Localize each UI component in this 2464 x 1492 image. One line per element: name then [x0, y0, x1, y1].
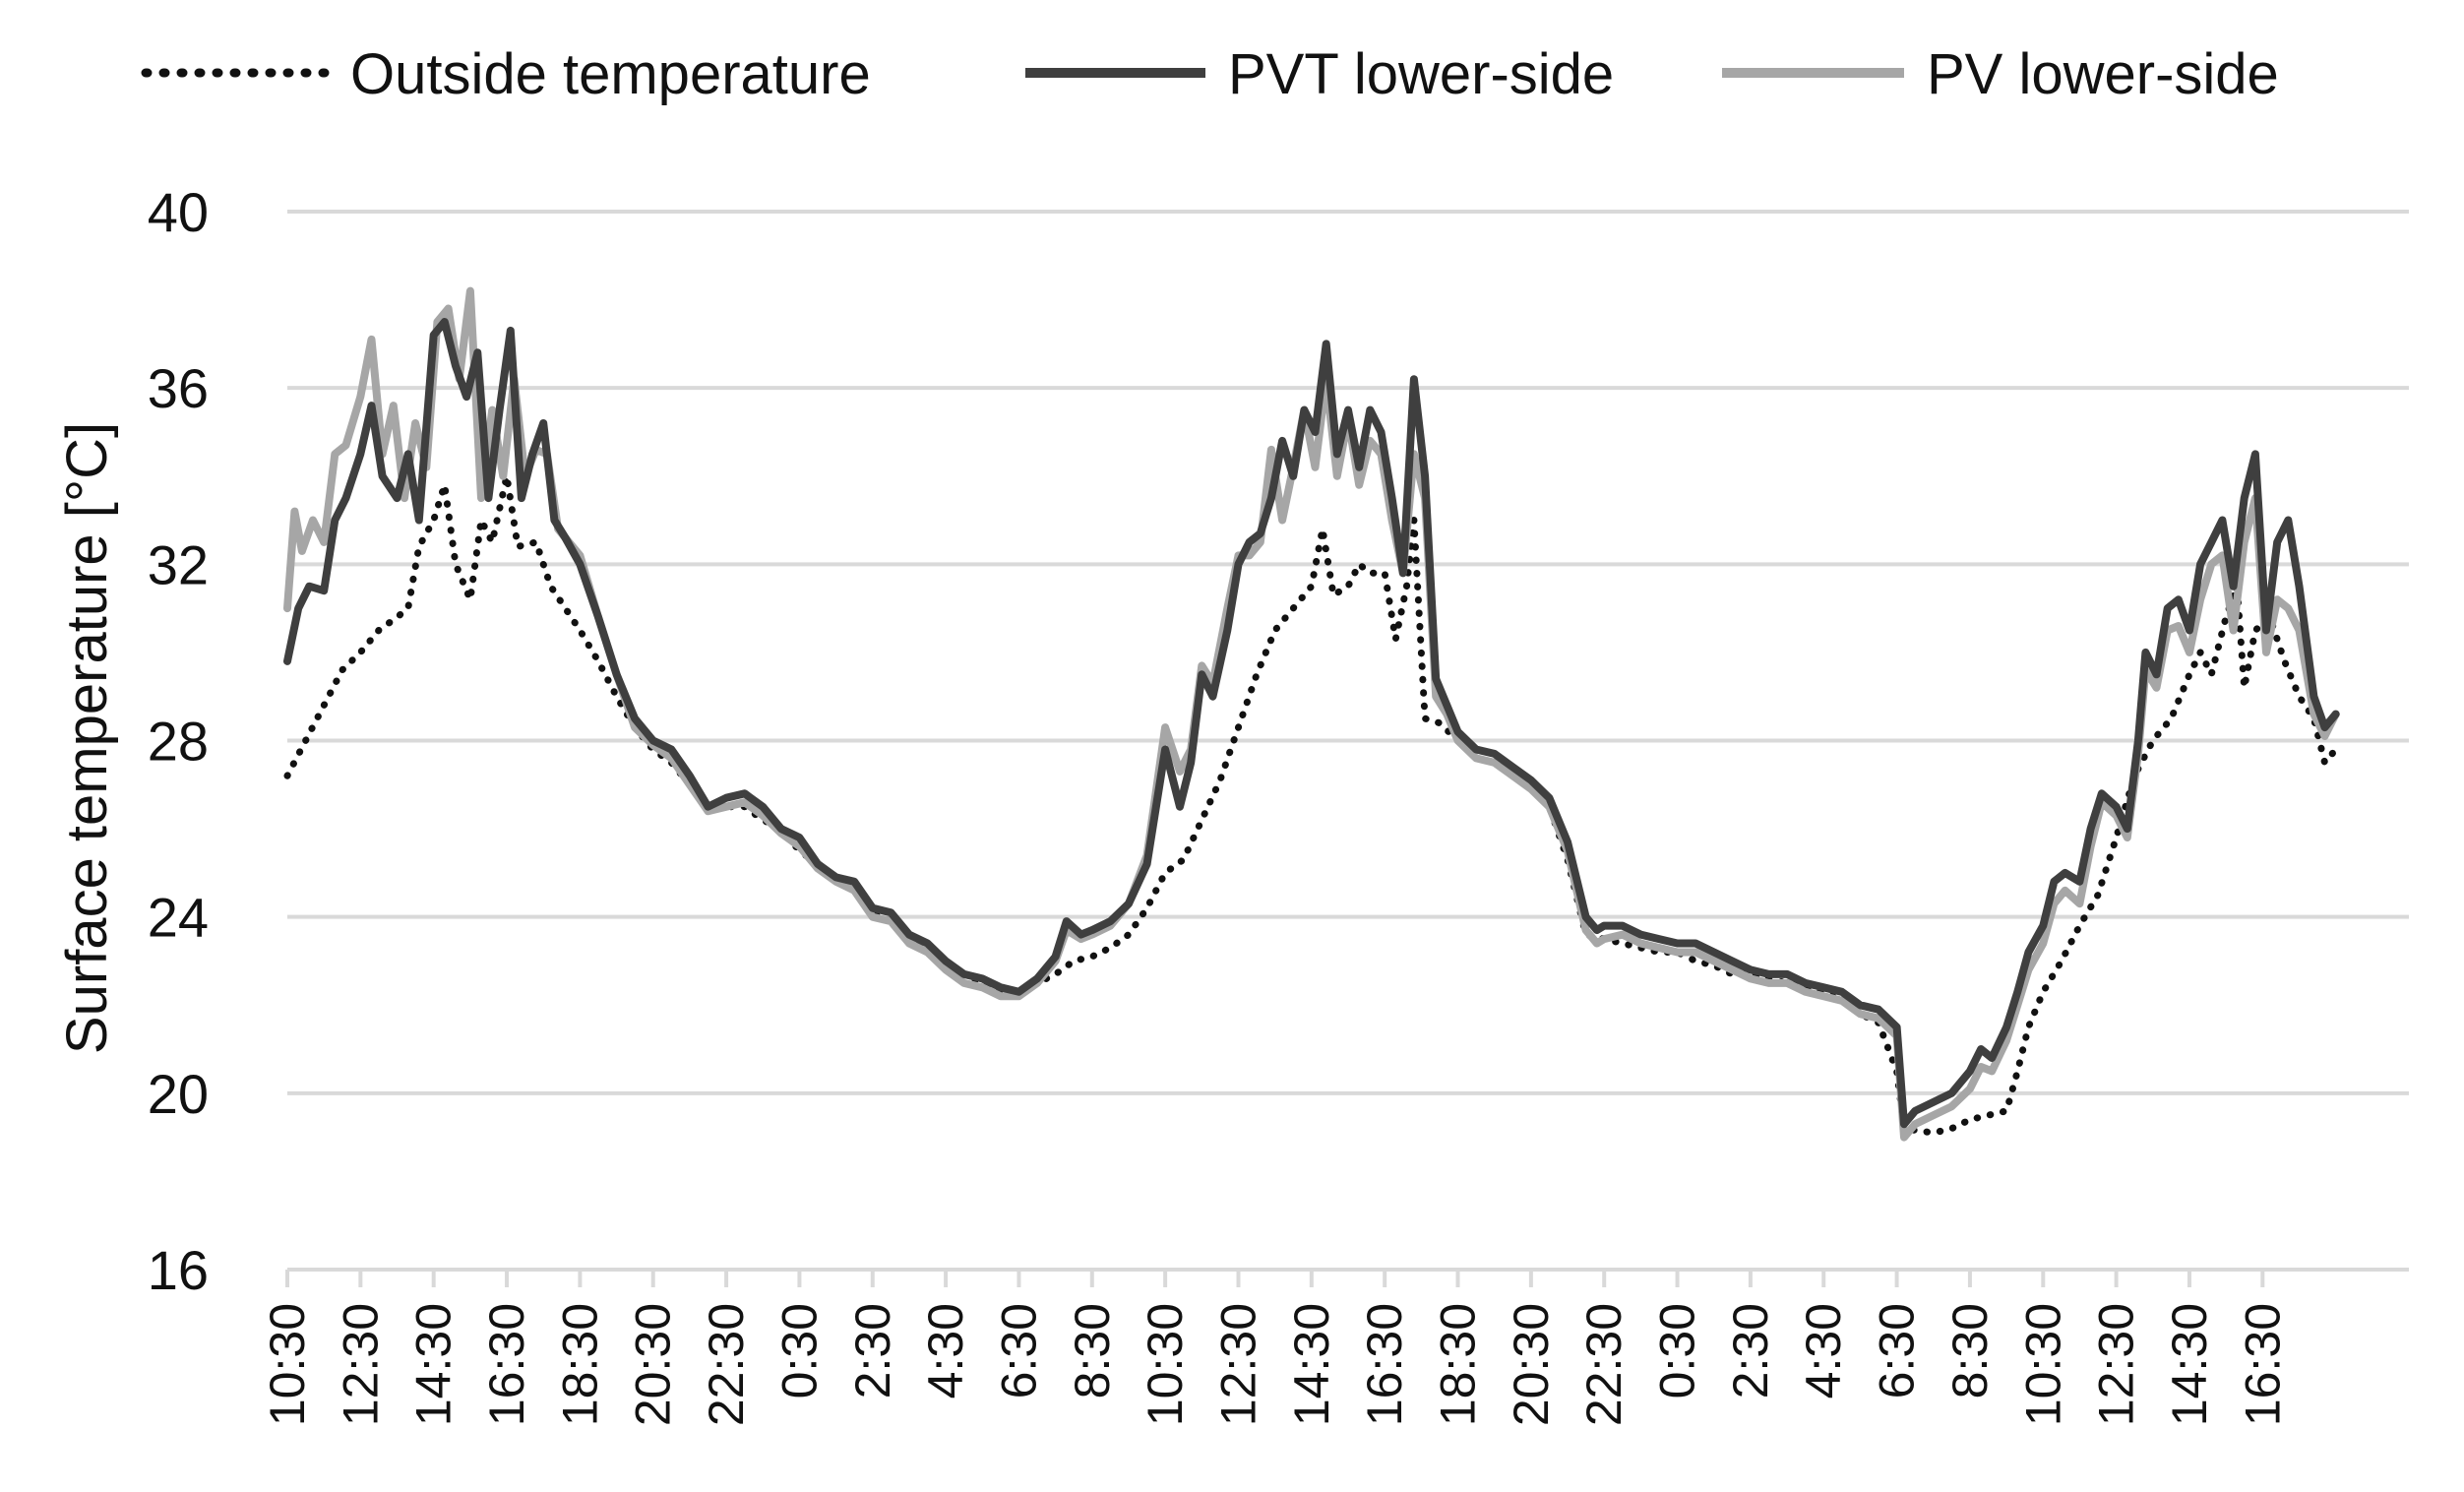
- x-tick-label: 14:30: [2162, 1303, 2217, 1426]
- x-tick-label: 22:30: [1576, 1303, 1632, 1426]
- x-tick-label: 14:30: [406, 1303, 462, 1426]
- x-tick-label: 18:30: [552, 1303, 607, 1426]
- y-axis-ticks: 16 20 24 28 32 36 40: [148, 181, 209, 1301]
- legend-label-pvt-lower-side: PVT lower-side: [1228, 42, 1614, 106]
- y-tick-label: 36: [148, 357, 209, 419]
- x-tick-label: 10:30: [1138, 1303, 1193, 1426]
- x-tick-label: 22:30: [699, 1303, 754, 1426]
- x-tick-label: 20:30: [1504, 1303, 1559, 1426]
- x-tick-label: 14:30: [1284, 1303, 1339, 1426]
- series-group: [283, 286, 2340, 1142]
- x-tick-label: 0:30: [1650, 1303, 1705, 1399]
- x-tick-label: 8:30: [1065, 1303, 1120, 1399]
- x-tick-label: 2:30: [1723, 1303, 1778, 1399]
- legend-label-pv-lower-side: PV lower-side: [1927, 42, 2279, 106]
- x-tick-label: 12:30: [333, 1303, 388, 1426]
- gridlines: [287, 210, 2409, 1095]
- x-tick-label: 2:30: [845, 1303, 900, 1399]
- x-tick-label: 10:30: [260, 1303, 315, 1426]
- y-tick-label: 16: [148, 1239, 209, 1301]
- x-tick-label: 20:30: [626, 1303, 681, 1426]
- x-tick-label: 4:30: [1796, 1303, 1851, 1399]
- x-tick-label: 16:30: [479, 1303, 534, 1426]
- legend: Outside temperature PVT lower-side PV lo…: [141, 42, 2279, 106]
- x-tick-label: 4:30: [918, 1303, 973, 1399]
- x-axis-ticks: 10:30 12:30 14:30 16:30 18:30 20:30 22:30 0:30 2…: [260, 1270, 2290, 1426]
- y-tick-label: 32: [148, 533, 209, 595]
- x-tick-label: 6:30: [991, 1303, 1046, 1399]
- x-tick-label: 0:30: [771, 1303, 827, 1399]
- x-tick-label: 16:30: [2235, 1303, 2290, 1426]
- y-tick-label: 20: [148, 1063, 209, 1125]
- x-tick-label: 10:30: [2015, 1303, 2070, 1426]
- x-tick-label: 12:30: [1210, 1303, 1265, 1426]
- series-line-pvt-lower-side: [283, 318, 2340, 1129]
- legend-label-outside-temperature: Outside temperature: [350, 42, 871, 106]
- y-tick-label: 28: [148, 711, 209, 773]
- y-tick-label: 24: [148, 887, 209, 949]
- x-tick-label: 8:30: [1942, 1303, 1998, 1399]
- x-tick-label: 6:30: [1870, 1303, 1925, 1399]
- series-line-outside-temperature: [283, 472, 2340, 1137]
- y-tick-label: 40: [148, 181, 209, 243]
- x-tick-label: 12:30: [2089, 1303, 2144, 1426]
- x-tick-label: 16:30: [1357, 1303, 1412, 1426]
- y-axis-title: Surface temperature [°C]: [55, 422, 119, 1054]
- x-tick-label: 18:30: [1431, 1303, 1486, 1426]
